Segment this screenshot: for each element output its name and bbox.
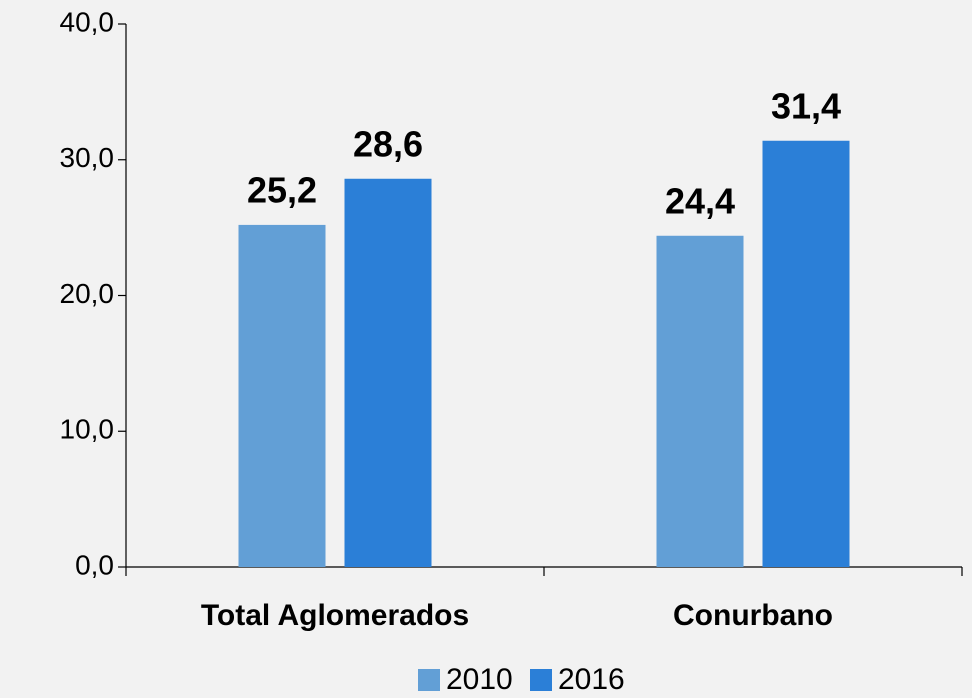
x-tick-label: Total Aglomerados <box>201 599 469 632</box>
x-tick-label: Conurbano <box>673 599 833 632</box>
data-label: 24,4 <box>665 180 735 221</box>
y-tick-label: 30,0 <box>60 142 115 173</box>
data-label: 31,4 <box>771 85 841 126</box>
bar <box>762 140 850 567</box>
legend-label: 2016 <box>558 663 625 696</box>
legend-swatch <box>530 669 552 691</box>
bar <box>344 178 432 567</box>
y-tick-label: 20,0 <box>60 278 115 309</box>
data-label: 28,6 <box>353 123 423 164</box>
legend-label: 2010 <box>446 663 513 696</box>
y-tick-label: 10,0 <box>60 414 115 445</box>
y-tick-label: 0,0 <box>75 549 114 580</box>
y-tick-label: 40,0 <box>60 6 115 37</box>
bar <box>656 235 744 567</box>
bar <box>238 224 326 567</box>
legend-swatch <box>418 669 440 691</box>
data-label: 25,2 <box>247 169 317 210</box>
